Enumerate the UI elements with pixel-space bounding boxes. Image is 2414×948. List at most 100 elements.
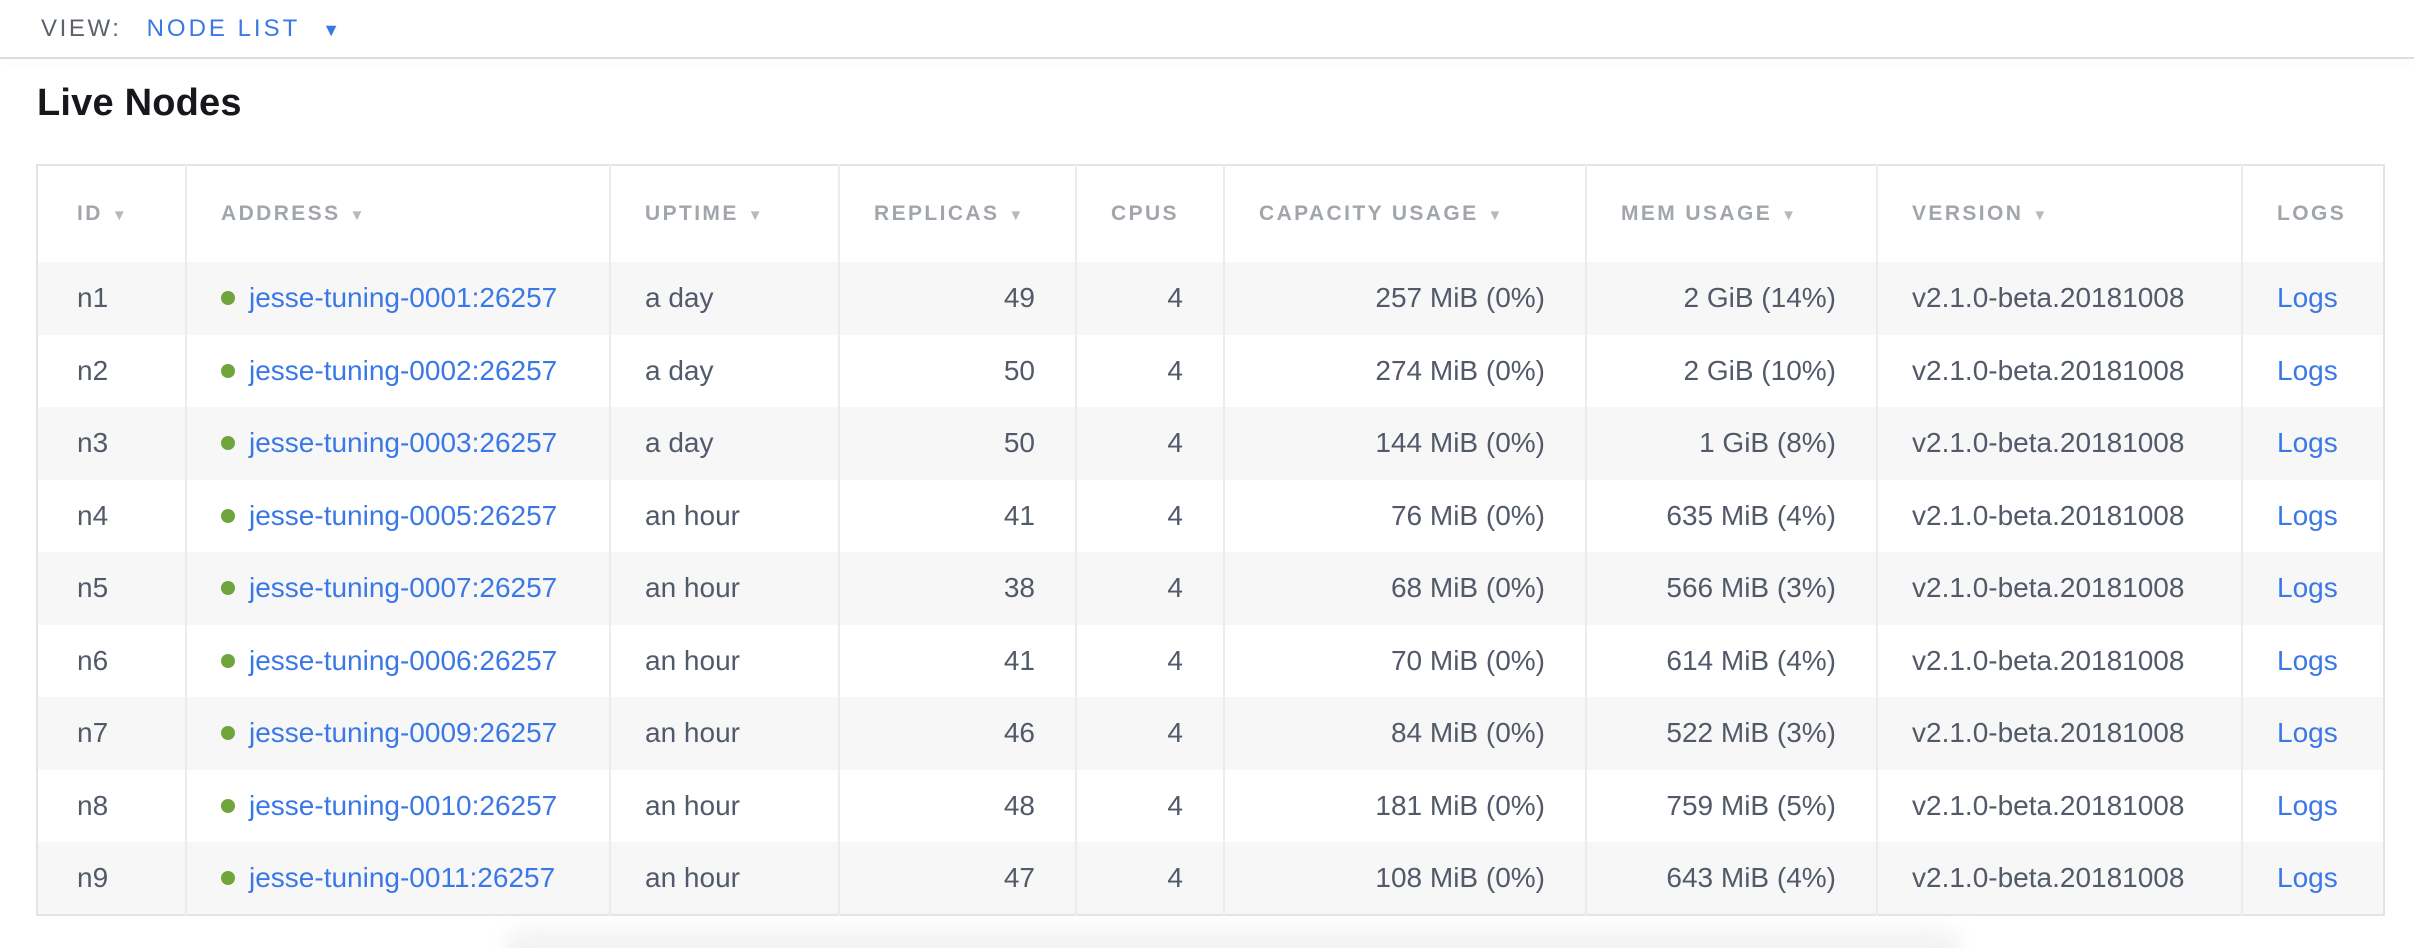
cell-logs: Logs — [2241, 552, 2384, 625]
table-row: n2 jesse-tuning-0002:26257 a day 50 4 274 MiB… — [37, 334, 2384, 407]
cell-version: v2.1.0-beta.20181008 — [1876, 262, 2242, 335]
cell-logs: Logs — [2241, 769, 2384, 842]
live-nodes-table-container: ID ▼ ADDRESS ▼ UPTIME ▼ REPLICAS ▼ CPUS CAPACITY … — [36, 164, 2385, 916]
healthy-status-dot-icon — [221, 291, 235, 306]
node-address-link[interactable]: jesse-tuning-0005:26257 — [249, 499, 558, 531]
column-header-capacity[interactable]: CAPACITY USAGE ▼ — [1223, 165, 1586, 262]
cell-uptime: a day — [609, 407, 839, 480]
node-logs-link[interactable]: Logs — [2277, 282, 2338, 314]
cell-value: 47 — [1003, 861, 1035, 893]
cell-value: 68 MiB (0%) — [1390, 572, 1545, 604]
cell-uptime: an hour — [609, 842, 839, 915]
cell-logs: Logs — [2241, 479, 2384, 552]
node-address-link[interactable]: jesse-tuning-0007:26257 — [249, 572, 558, 604]
cell-version: v2.1.0-beta.20181008 — [1876, 479, 2242, 552]
cell-capacity: 68 MiB (0%) — [1223, 552, 1586, 625]
cell-value: 50 — [1003, 427, 1035, 459]
node-address-link[interactable]: jesse-tuning-0011:26257 — [249, 861, 556, 893]
view-selected-value: NODE LIST — [146, 14, 301, 42]
cell-value: 4 — [1167, 499, 1183, 531]
node-address-link[interactable]: jesse-tuning-0010:26257 — [249, 789, 558, 821]
sort-desc-icon: ▼ — [747, 207, 765, 224]
node-logs-link[interactable]: Logs — [2277, 717, 2338, 749]
cell-mem: 1 GiB (8%) — [1585, 407, 1877, 480]
column-header-replicas[interactable]: REPLICAS ▼ — [838, 165, 1076, 262]
node-address-link[interactable]: jesse-tuning-0003:26257 — [249, 427, 558, 459]
cell-value: an hour — [645, 499, 740, 531]
node-logs-link[interactable]: Logs — [2277, 644, 2338, 676]
cell-version: v2.1.0-beta.20181008 — [1876, 697, 2242, 770]
column-header-address[interactable]: ADDRESS ▼ — [185, 165, 610, 262]
cell-value: n9 — [77, 861, 109, 893]
table-row: n3 jesse-tuning-0003:26257 a day 50 4 144 MiB… — [37, 407, 2384, 480]
sort-desc-icon: ▼ — [1008, 207, 1026, 224]
cell-uptime: an hour — [609, 697, 839, 770]
cell-address: jesse-tuning-0002:26257 — [185, 334, 610, 407]
node-logs-link[interactable]: Logs — [2277, 572, 2338, 604]
cell-cpus: 4 — [1075, 479, 1224, 552]
cell-replicas: 41 — [838, 624, 1076, 697]
column-header-mem[interactable]: MEM USAGE ▼ — [1585, 165, 1877, 262]
cell-value: 274 MiB (0%) — [1375, 354, 1545, 386]
cell-replicas: 38 — [838, 552, 1076, 625]
cell-uptime: an hour — [609, 479, 839, 552]
node-address-link[interactable]: jesse-tuning-0006:26257 — [249, 644, 558, 676]
cell-address: jesse-tuning-0006:26257 — [185, 624, 610, 697]
cell-uptime: an hour — [609, 769, 839, 842]
node-logs-link[interactable]: Logs — [2277, 861, 2338, 893]
column-header-id[interactable]: ID ▼ — [37, 165, 186, 262]
column-label: LOGS — [2277, 202, 2347, 225]
cell-value: a day — [645, 427, 714, 459]
cell-value: 635 MiB (4%) — [1666, 499, 1836, 531]
cell-mem: 635 MiB (4%) — [1585, 479, 1877, 552]
cell-version: v2.1.0-beta.20181008 — [1876, 624, 2242, 697]
cell-mem: 643 MiB (4%) — [1585, 842, 1877, 915]
cell-replicas: 47 — [838, 842, 1076, 915]
node-address-link[interactable]: jesse-tuning-0002:26257 — [249, 354, 558, 386]
cell-value: 50 — [1003, 354, 1035, 386]
column-header-version[interactable]: VERSION ▼ — [1876, 165, 2242, 262]
cell-capacity: 274 MiB (0%) — [1223, 334, 1586, 407]
cell-value: a day — [645, 354, 714, 386]
cell-capacity: 84 MiB (0%) — [1223, 697, 1586, 770]
cell-address: jesse-tuning-0005:26257 — [185, 479, 610, 552]
cell-value: n5 — [77, 572, 109, 604]
cell-cpus: 4 — [1075, 262, 1224, 335]
cell-value: v2.1.0-beta.20181008 — [1912, 861, 2185, 893]
node-logs-link[interactable]: Logs — [2277, 354, 2338, 386]
cell-value: v2.1.0-beta.20181008 — [1912, 354, 2185, 386]
cell-id: n1 — [37, 262, 186, 335]
cell-value: 614 MiB (4%) — [1666, 644, 1836, 676]
cell-value: v2.1.0-beta.20181008 — [1912, 499, 2185, 531]
view-label: VIEW: — [41, 14, 122, 42]
page-title: Live Nodes — [37, 82, 242, 124]
below-fold-shadow — [505, 929, 1960, 948]
cell-value: 144 MiB (0%) — [1375, 427, 1545, 459]
cell-value: an hour — [645, 789, 740, 821]
node-logs-link[interactable]: Logs — [2277, 499, 2338, 531]
table-row: n5 jesse-tuning-0007:26257 an hour 38 4 68 Mi… — [37, 552, 2384, 625]
cell-mem: 759 MiB (5%) — [1585, 769, 1877, 842]
sort-desc-icon: ▼ — [1781, 207, 1799, 224]
cell-value: v2.1.0-beta.20181008 — [1912, 427, 2185, 459]
cell-replicas: 50 — [838, 334, 1076, 407]
sort-desc-icon: ▼ — [2032, 207, 2050, 224]
node-logs-link[interactable]: Logs — [2277, 789, 2338, 821]
cell-address: jesse-tuning-0001:26257 — [185, 262, 610, 335]
healthy-status-dot-icon — [221, 798, 235, 813]
sort-desc-icon: ▼ — [349, 207, 367, 224]
view-bar: VIEW: NODE LIST ▼ — [0, 0, 2414, 57]
column-header-uptime[interactable]: UPTIME ▼ — [609, 165, 839, 262]
node-logs-link[interactable]: Logs — [2277, 427, 2338, 459]
view-selector-dropdown[interactable]: NODE LIST ▼ — [147, 15, 341, 43]
node-address-link[interactable]: jesse-tuning-0009:26257 — [249, 717, 558, 749]
cell-value: v2.1.0-beta.20181008 — [1912, 789, 2185, 821]
cell-capacity: 76 MiB (0%) — [1223, 479, 1586, 552]
cell-value: 566 MiB (3%) — [1666, 572, 1836, 604]
cell-id: n8 — [37, 770, 186, 843]
cell-value: 4 — [1167, 789, 1183, 821]
cell-replicas: 49 — [838, 262, 1076, 335]
cell-value: 108 MiB (0%) — [1375, 861, 1545, 893]
cell-logs: Logs — [2241, 262, 2384, 335]
node-address-link[interactable]: jesse-tuning-0001:26257 — [249, 282, 558, 314]
